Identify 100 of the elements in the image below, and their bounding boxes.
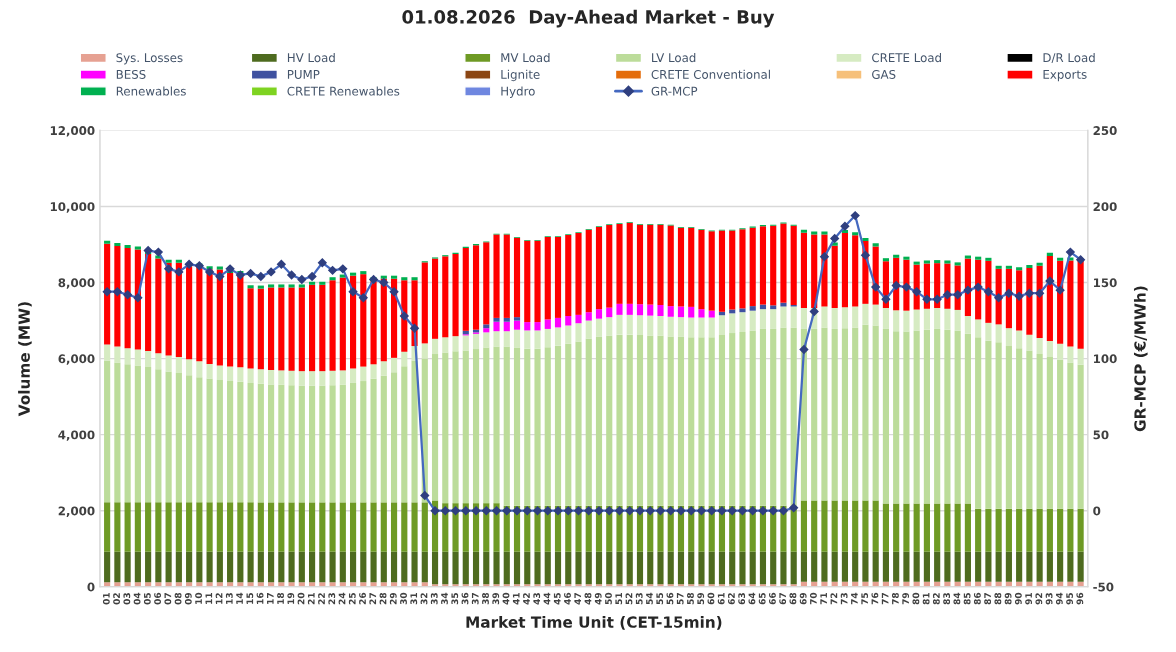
x-tick-label: 90 xyxy=(1014,592,1022,605)
x-tick-label: 41 xyxy=(512,592,520,605)
x-tick-label: 95 xyxy=(1066,592,1073,605)
x-tick-label: 56 xyxy=(666,592,674,605)
legend-label: Renewables xyxy=(116,86,186,96)
x-tick-label: 20 xyxy=(297,592,305,605)
x-tick-label: 47 xyxy=(574,593,581,605)
legend-label: CRETE Renewables xyxy=(287,86,400,96)
x-tick-label: 22 xyxy=(318,593,325,605)
x-tick-label: 04 xyxy=(133,592,141,605)
legend-label: PUMP xyxy=(287,70,320,79)
x-tick-label: 58 xyxy=(687,592,694,605)
chart-title: 01.08.2026 Day-Ahead Market - Buy xyxy=(402,9,775,28)
x-tick-label: 10 xyxy=(195,592,202,604)
legend-label: Lignite xyxy=(501,69,540,82)
x-tick-label: 83 xyxy=(943,593,951,605)
x-tick-label: 12 xyxy=(215,593,223,604)
x-tick-label: 89 xyxy=(1004,592,1012,605)
x-tick-label: 74 xyxy=(851,592,858,605)
legend-label: CRETE Load xyxy=(872,53,941,63)
legend-label: HV Load xyxy=(287,53,335,63)
legend-label: Sys. Losses xyxy=(116,53,183,65)
legend-label: GR-MCP xyxy=(651,86,698,96)
x-tick-label: 64 xyxy=(748,592,756,605)
x-tick-label: 53 xyxy=(635,593,643,605)
x-tick-label: 70 xyxy=(809,592,817,605)
y-tick-label: 2,000 xyxy=(58,506,95,517)
y2-tick-label: 0 xyxy=(1093,506,1101,516)
x-tick-label: 94 xyxy=(1055,592,1063,605)
x-tick-label: 86 xyxy=(973,592,981,605)
x-tick-label: 79 xyxy=(902,592,910,605)
x-tick-label: 68 xyxy=(789,592,797,605)
x-tick-label: 08 xyxy=(174,592,182,605)
x-tick-label: 51 xyxy=(615,592,623,605)
y-tick-label: 8,000 xyxy=(58,278,95,289)
x-tick-label: 06 xyxy=(154,592,161,605)
x-tick-label: 19 xyxy=(287,592,295,604)
y-tick-label: 6,000 xyxy=(58,354,95,365)
x-tick-label: 02 xyxy=(113,593,120,605)
x-tick-label: 71 xyxy=(820,592,827,605)
x-tick-label: 27 xyxy=(369,593,377,605)
x-tick-label: 57 xyxy=(676,593,684,605)
x-tick-label: 85 xyxy=(963,592,971,605)
x-tick-label: 23 xyxy=(328,593,336,605)
x-tick-label: 44 xyxy=(543,592,551,605)
x-tick-label: 25 xyxy=(348,592,356,605)
x-tick-label: 93 xyxy=(1045,593,1053,605)
x-tick-label: 24 xyxy=(338,592,346,605)
x-tick-label: 29 xyxy=(389,592,397,605)
y-tick-label: 4,000 xyxy=(58,430,95,441)
x-tick-label: 21 xyxy=(307,592,315,605)
y2-tick-label: -50 xyxy=(1093,582,1114,592)
x-tick-label: 49 xyxy=(594,592,602,605)
y-tick-label: 10,000 xyxy=(50,202,95,213)
x-tick-label: 35 xyxy=(451,592,459,605)
legend-label: D/R Load xyxy=(1043,53,1095,64)
y2-axis-title: GR-MCP (€/MWh) xyxy=(1133,286,1148,432)
x-tick-label: 17 xyxy=(267,593,274,604)
x-tick-label: 61 xyxy=(717,592,725,605)
x-tick-label: 28 xyxy=(379,592,387,605)
x-tick-label: 48 xyxy=(584,592,592,605)
x-tick-label: 07 xyxy=(164,593,172,605)
x-tick-label: 82 xyxy=(932,593,940,605)
x-tick-label: 65 xyxy=(758,592,766,605)
y2-tick-label: 200 xyxy=(1093,202,1117,212)
x-tick-label: 81 xyxy=(922,592,930,605)
x-tick-label: 26 xyxy=(359,592,366,605)
x-tick-label: 43 xyxy=(533,593,541,605)
y2-tick-label: 100 xyxy=(1093,354,1117,364)
x-tick-label: 84 xyxy=(953,592,961,605)
y2-tick-label: 250 xyxy=(1093,126,1117,136)
x-tick-label: 88 xyxy=(994,592,1002,605)
x-tick-label: 92 xyxy=(1035,593,1043,605)
x-tick-label: 13 xyxy=(225,593,233,604)
x-tick-label: 36 xyxy=(461,592,469,605)
x-tick-label: 60 xyxy=(707,592,715,605)
x-tick-label: 45 xyxy=(553,592,561,605)
x-tick-label: 14 xyxy=(236,592,243,604)
x-tick-label: 87 xyxy=(984,593,992,605)
x-tick-label: 33 xyxy=(430,593,438,605)
x-tick-label: 32 xyxy=(420,593,428,605)
x-tick-label: 42 xyxy=(523,593,530,605)
y2-tick-label: 50 xyxy=(1093,430,1109,440)
x-tick-label: 46 xyxy=(564,592,571,605)
x-tick-label: 96 xyxy=(1076,592,1084,605)
x-tick-label: 40 xyxy=(502,592,510,605)
x-tick-label: 30 xyxy=(400,592,407,605)
x-tick-label: 18 xyxy=(277,592,284,604)
x-tick-label: 80 xyxy=(912,592,920,605)
x-tick-label: 31 xyxy=(410,592,418,605)
x-tick-label: 05 xyxy=(143,592,151,605)
x-tick-label: 67 xyxy=(779,593,787,605)
x-tick-label: 03 xyxy=(123,593,131,605)
legend-label: Exports xyxy=(1043,70,1087,82)
x-tick-label: 37 xyxy=(471,593,479,605)
x-tick-label: 59 xyxy=(697,592,705,605)
x-tick-label: 55 xyxy=(656,592,664,605)
legend-label: GAS xyxy=(872,69,896,79)
x-tick-label: 76 xyxy=(871,592,879,605)
x-tick-label: 15 xyxy=(246,592,254,604)
